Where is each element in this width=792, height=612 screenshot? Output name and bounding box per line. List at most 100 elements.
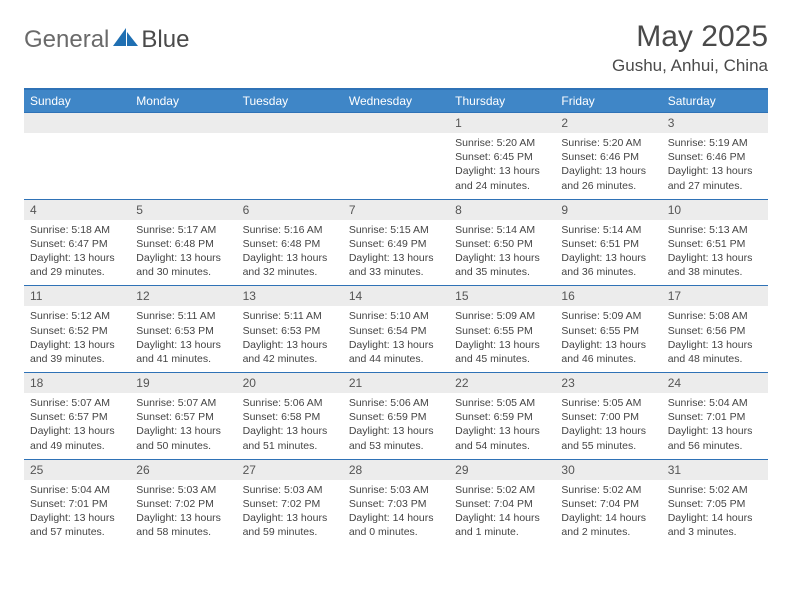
day-body: Sunrise: 5:14 AMSunset: 6:50 PMDaylight:… <box>449 220 555 286</box>
day-body: Sunrise: 5:05 AMSunset: 6:59 PMDaylight:… <box>449 393 555 459</box>
daylight-text: Daylight: 13 hours and 36 minutes. <box>561 251 655 279</box>
sunrise-text: Sunrise: 5:07 AM <box>30 396 124 410</box>
weekday-friday: Friday <box>555 90 661 112</box>
day-number: 12 <box>130 286 236 306</box>
sunset-text: Sunset: 6:55 PM <box>455 324 549 338</box>
day-number: 14 <box>343 286 449 306</box>
weekday-saturday: Saturday <box>662 90 768 112</box>
daylight-text: Daylight: 13 hours and 58 minutes. <box>136 511 230 539</box>
sunset-text: Sunset: 6:49 PM <box>349 237 443 251</box>
daylight-text: Daylight: 13 hours and 35 minutes. <box>455 251 549 279</box>
sunrise-text: Sunrise: 5:10 AM <box>349 309 443 323</box>
day-cell: 1Sunrise: 5:20 AMSunset: 6:45 PMDaylight… <box>449 113 555 199</box>
day-number: 13 <box>237 286 343 306</box>
sunset-text: Sunset: 6:46 PM <box>561 150 655 164</box>
sunset-text: Sunset: 6:50 PM <box>455 237 549 251</box>
day-body: Sunrise: 5:14 AMSunset: 6:51 PMDaylight:… <box>555 220 661 286</box>
daylight-text: Daylight: 13 hours and 54 minutes. <box>455 424 549 452</box>
weekday-tuesday: Tuesday <box>237 90 343 112</box>
sunset-text: Sunset: 6:59 PM <box>349 410 443 424</box>
daylight-text: Daylight: 13 hours and 29 minutes. <box>30 251 124 279</box>
day-cell: 29Sunrise: 5:02 AMSunset: 7:04 PMDayligh… <box>449 460 555 546</box>
day-cell: 4Sunrise: 5:18 AMSunset: 6:47 PMDaylight… <box>24 200 130 286</box>
day-number: 11 <box>24 286 130 306</box>
daylight-text: Daylight: 13 hours and 30 minutes. <box>136 251 230 279</box>
day-body: Sunrise: 5:20 AMSunset: 6:45 PMDaylight:… <box>449 133 555 199</box>
sunset-text: Sunset: 7:01 PM <box>668 410 762 424</box>
calendar: Sunday Monday Tuesday Wednesday Thursday… <box>24 88 768 545</box>
day-cell: 9Sunrise: 5:14 AMSunset: 6:51 PMDaylight… <box>555 200 661 286</box>
daylight-text: Daylight: 13 hours and 49 minutes. <box>30 424 124 452</box>
day-number: 1 <box>449 113 555 133</box>
daylight-text: Daylight: 13 hours and 44 minutes. <box>349 338 443 366</box>
week-row: 18Sunrise: 5:07 AMSunset: 6:57 PMDayligh… <box>24 372 768 459</box>
day-body: Sunrise: 5:11 AMSunset: 6:53 PMDaylight:… <box>130 306 236 372</box>
day-number <box>237 113 343 133</box>
day-cell: 16Sunrise: 5:09 AMSunset: 6:55 PMDayligh… <box>555 286 661 372</box>
sunrise-text: Sunrise: 5:02 AM <box>455 483 549 497</box>
logo-word1: General <box>24 26 109 54</box>
day-number: 2 <box>555 113 661 133</box>
day-cell: 24Sunrise: 5:04 AMSunset: 7:01 PMDayligh… <box>662 373 768 459</box>
sunset-text: Sunset: 6:52 PM <box>30 324 124 338</box>
day-number: 19 <box>130 373 236 393</box>
daylight-text: Daylight: 13 hours and 32 minutes. <box>243 251 337 279</box>
weekday-wednesday: Wednesday <box>343 90 449 112</box>
day-number: 17 <box>662 286 768 306</box>
day-number: 26 <box>130 460 236 480</box>
day-body: Sunrise: 5:06 AMSunset: 6:59 PMDaylight:… <box>343 393 449 459</box>
day-cell: 6Sunrise: 5:16 AMSunset: 6:48 PMDaylight… <box>237 200 343 286</box>
sunset-text: Sunset: 6:55 PM <box>561 324 655 338</box>
sunset-text: Sunset: 7:05 PM <box>668 497 762 511</box>
sunrise-text: Sunrise: 5:08 AM <box>668 309 762 323</box>
day-number: 31 <box>662 460 768 480</box>
sunrise-text: Sunrise: 5:05 AM <box>455 396 549 410</box>
day-body: Sunrise: 5:15 AMSunset: 6:49 PMDaylight:… <box>343 220 449 286</box>
day-cell: 7Sunrise: 5:15 AMSunset: 6:49 PMDaylight… <box>343 200 449 286</box>
sunset-text: Sunset: 7:00 PM <box>561 410 655 424</box>
daylight-text: Daylight: 13 hours and 53 minutes. <box>349 424 443 452</box>
sunset-text: Sunset: 6:48 PM <box>136 237 230 251</box>
day-body: Sunrise: 5:19 AMSunset: 6:46 PMDaylight:… <box>662 133 768 199</box>
weeks-container: 1Sunrise: 5:20 AMSunset: 6:45 PMDaylight… <box>24 112 768 545</box>
day-cell: 3Sunrise: 5:19 AMSunset: 6:46 PMDaylight… <box>662 113 768 199</box>
daylight-text: Daylight: 13 hours and 38 minutes. <box>668 251 762 279</box>
day-number: 9 <box>555 200 661 220</box>
weekday-header: Sunday Monday Tuesday Wednesday Thursday… <box>24 90 768 112</box>
daylight-text: Daylight: 13 hours and 51 minutes. <box>243 424 337 452</box>
day-number: 28 <box>343 460 449 480</box>
sunset-text: Sunset: 6:53 PM <box>243 324 337 338</box>
day-cell: 2Sunrise: 5:20 AMSunset: 6:46 PMDaylight… <box>555 113 661 199</box>
day-number: 5 <box>130 200 236 220</box>
title-block: May 2025 Gushu, Anhui, China <box>612 20 768 76</box>
sunrise-text: Sunrise: 5:14 AM <box>455 223 549 237</box>
daylight-text: Daylight: 13 hours and 24 minutes. <box>455 164 549 192</box>
sunrise-text: Sunrise: 5:11 AM <box>243 309 337 323</box>
day-number <box>343 113 449 133</box>
day-cell: 12Sunrise: 5:11 AMSunset: 6:53 PMDayligh… <box>130 286 236 372</box>
day-number: 29 <box>449 460 555 480</box>
day-cell: 5 Sunrise: 5:17 AMSunset: 6:48 PMDaylight… <box>130 200 236 286</box>
daylight-text: Daylight: 13 hours and 33 minutes. <box>349 251 443 279</box>
week-row: 11 Sunrise: 5:12 AMSunset: 6:52 PM Dayligh… <box>24 285 768 372</box>
day-body: Sunrise: 5:07 AMSunset: 6:57 PMDaylight:… <box>130 393 236 459</box>
day-number: 24 <box>662 373 768 393</box>
day-number: 21 <box>343 373 449 393</box>
day-number: 6 <box>237 200 343 220</box>
day-body: Sunrise: 5:16 AMSunset: 6:48 PMDaylight:… <box>237 220 343 286</box>
daylight-text: Daylight: 14 hours and 0 minutes. <box>349 511 443 539</box>
sunset-text: Sunset: 7:02 PM <box>136 497 230 511</box>
day-body <box>343 133 449 191</box>
sunset-text: Sunset: 6:53 PM <box>136 324 230 338</box>
sunrise-text: Sunrise: 5:13 AM <box>668 223 762 237</box>
daylight-text: Daylight: 13 hours and 55 minutes. <box>561 424 655 452</box>
logo: General Blue <box>24 26 189 54</box>
month-title: May 2025 <box>612 20 768 54</box>
sunrise-text: Sunrise: 5:12 AM <box>30 309 124 323</box>
day-body: Sunrise: 5:04 AMSunset: 7:01 PMDaylight:… <box>662 393 768 459</box>
sunset-text: Sunset: 6:45 PM <box>455 150 549 164</box>
sunrise-text: Sunrise: 5:17 AM <box>136 223 230 237</box>
page: General Blue May 2025 Gushu, Anhui, Chin… <box>0 0 792 565</box>
day-cell: 14Sunrise: 5:10 AMSunset: 6:54 PMDayligh… <box>343 286 449 372</box>
day-cell: 11Sunrise: 5:12 AMSunset: 6:52 PMDayligh… <box>24 286 130 372</box>
